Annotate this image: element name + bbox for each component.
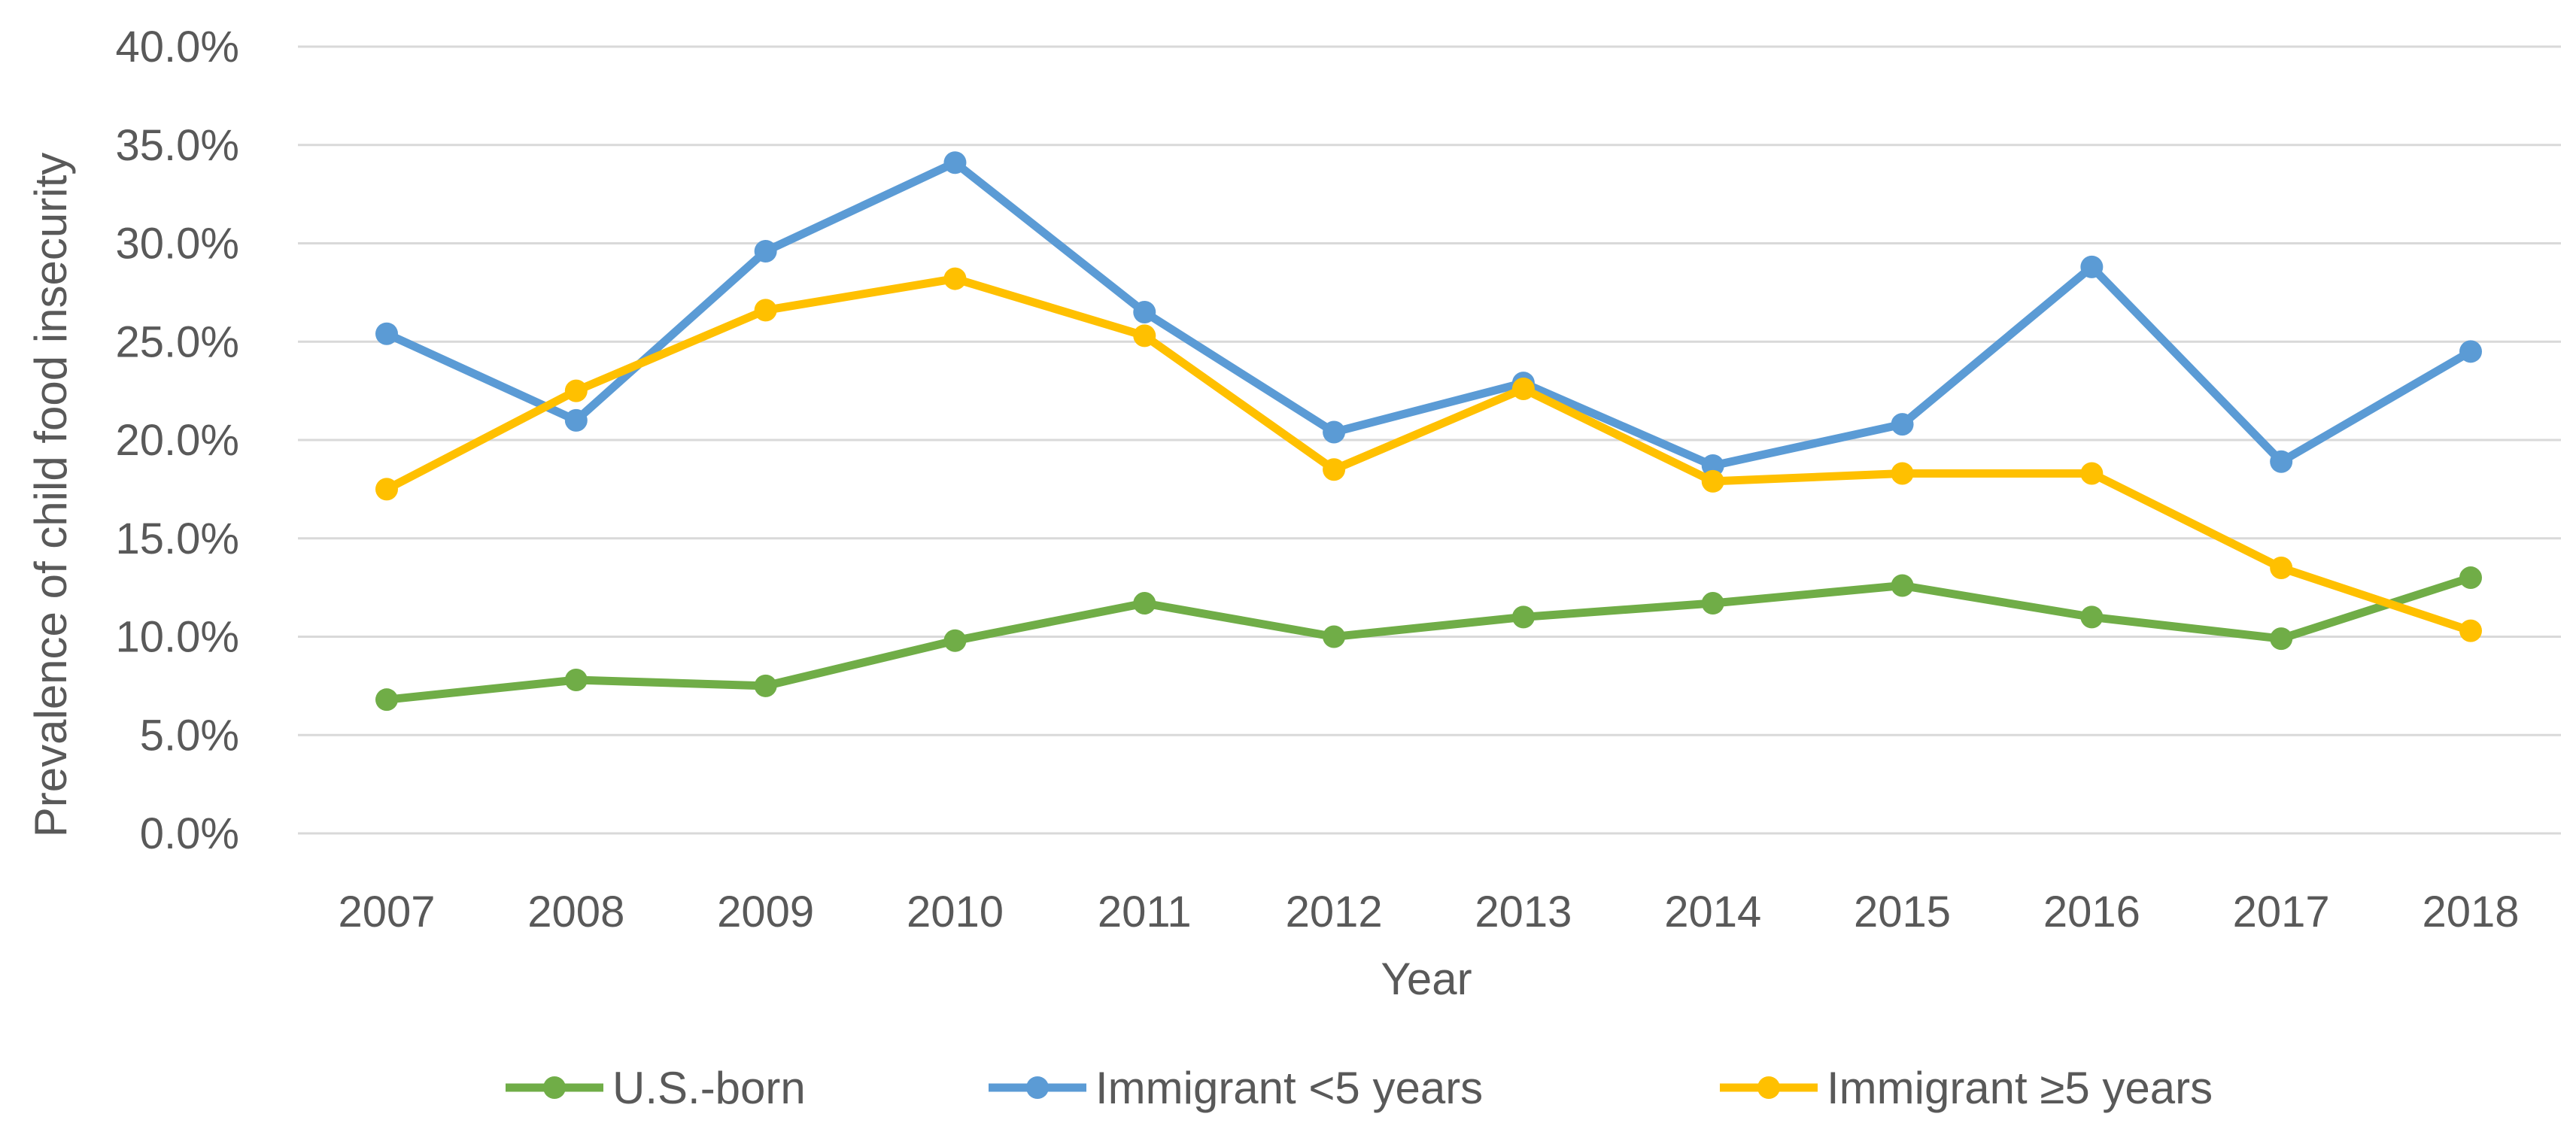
data-point xyxy=(1133,324,1156,347)
data-point xyxy=(2080,462,2104,485)
data-point xyxy=(1511,605,1535,629)
y-tick-label: 20.0% xyxy=(116,416,239,465)
data-point xyxy=(2459,619,2482,642)
legend-item: Immigrant ≥5 years xyxy=(1720,1063,2213,1113)
data-point xyxy=(1323,458,1346,481)
legend-swatch-marker xyxy=(1757,1076,1780,1099)
data-point xyxy=(754,299,777,322)
y-tick-label: 0.0% xyxy=(140,809,239,858)
data-point xyxy=(564,379,588,402)
data-point xyxy=(2080,605,2104,629)
data-point xyxy=(375,322,398,345)
x-tick-label: 2015 xyxy=(1854,888,1951,936)
y-tick-label: 5.0% xyxy=(140,711,239,760)
data-point xyxy=(754,674,777,697)
x-tick-label: 2009 xyxy=(717,888,814,936)
data-point xyxy=(2270,556,2293,579)
x-axis-ticks: 2007 2008 2009 2010 2011 2012 2013 2014 2015 2016… xyxy=(338,888,2519,936)
data-point xyxy=(375,478,398,501)
legend-label: U.S.-born xyxy=(612,1063,806,1113)
data-point xyxy=(2270,627,2293,651)
data-point xyxy=(754,239,777,263)
data-point xyxy=(1133,301,1156,324)
x-axis-label: Year xyxy=(1381,954,1472,1004)
series-immigrant-5-years xyxy=(375,151,2482,477)
x-tick-label: 2014 xyxy=(1664,888,1761,936)
y-axis-ticks: 0.0% 5.0% 10.0% 15.0% 20.0% 25.0% 30.0% 35.0% 40… xyxy=(116,23,239,858)
y-tick-label: 40.0% xyxy=(116,23,239,71)
x-tick-label: 2017 xyxy=(2233,888,2330,936)
legend-label: Immigrant <5 years xyxy=(1095,1063,1483,1113)
y-tick-label: 25.0% xyxy=(116,317,239,366)
series-immigrant-5-years xyxy=(375,267,2482,642)
data-point xyxy=(943,629,967,652)
x-tick-label: 2018 xyxy=(2422,888,2519,936)
x-tick-label: 2007 xyxy=(338,888,435,936)
data-point xyxy=(2270,450,2293,473)
legend-item: Immigrant <5 years xyxy=(989,1063,1483,1113)
data-point xyxy=(564,408,588,432)
data-point xyxy=(1701,469,1724,493)
x-tick-label: 2013 xyxy=(1475,888,1572,936)
data-point xyxy=(1323,625,1346,648)
data-point xyxy=(943,267,967,290)
data-point xyxy=(1891,574,1914,597)
y-tick-label: 30.0% xyxy=(116,220,239,269)
legend-swatch-marker xyxy=(543,1076,566,1099)
data-point xyxy=(1133,592,1156,615)
data-point xyxy=(2459,340,2482,363)
legend-item: U.S.-born xyxy=(506,1063,806,1113)
y-tick-label: 35.0% xyxy=(116,121,239,170)
legend-swatch-marker xyxy=(1026,1076,1049,1099)
data-point xyxy=(1511,378,1535,401)
y-tick-label: 15.0% xyxy=(116,514,239,563)
data-point xyxy=(375,688,398,712)
x-tick-label: 2010 xyxy=(907,888,1004,936)
data-point xyxy=(1701,592,1724,615)
legend: U.S.-born Immigrant <5 years Immigrant ≥5 … xyxy=(506,1063,2213,1113)
data-point xyxy=(1701,454,1724,477)
data-point xyxy=(1323,420,1346,444)
y-tick-label: 10.0% xyxy=(116,613,239,662)
series-line xyxy=(382,573,2475,704)
x-tick-label: 2012 xyxy=(1286,888,1383,936)
y-axis-label: Prevalence of child food insecurity xyxy=(26,153,76,838)
series-lines xyxy=(375,151,2482,712)
series-line xyxy=(382,158,2475,470)
legend-label: Immigrant ≥5 years xyxy=(1827,1063,2213,1113)
data-point xyxy=(943,151,967,174)
data-point xyxy=(2080,255,2104,278)
data-point xyxy=(2459,566,2482,590)
x-tick-label: 2016 xyxy=(2043,888,2140,936)
series-u-s-born xyxy=(375,566,2482,712)
data-point xyxy=(1891,462,1914,485)
data-point xyxy=(564,669,588,692)
series-line xyxy=(382,275,2475,636)
data-point xyxy=(1891,413,1914,436)
x-tick-label: 2008 xyxy=(527,888,624,936)
gridlines xyxy=(298,45,2561,835)
x-tick-label: 2011 xyxy=(1098,888,1192,936)
